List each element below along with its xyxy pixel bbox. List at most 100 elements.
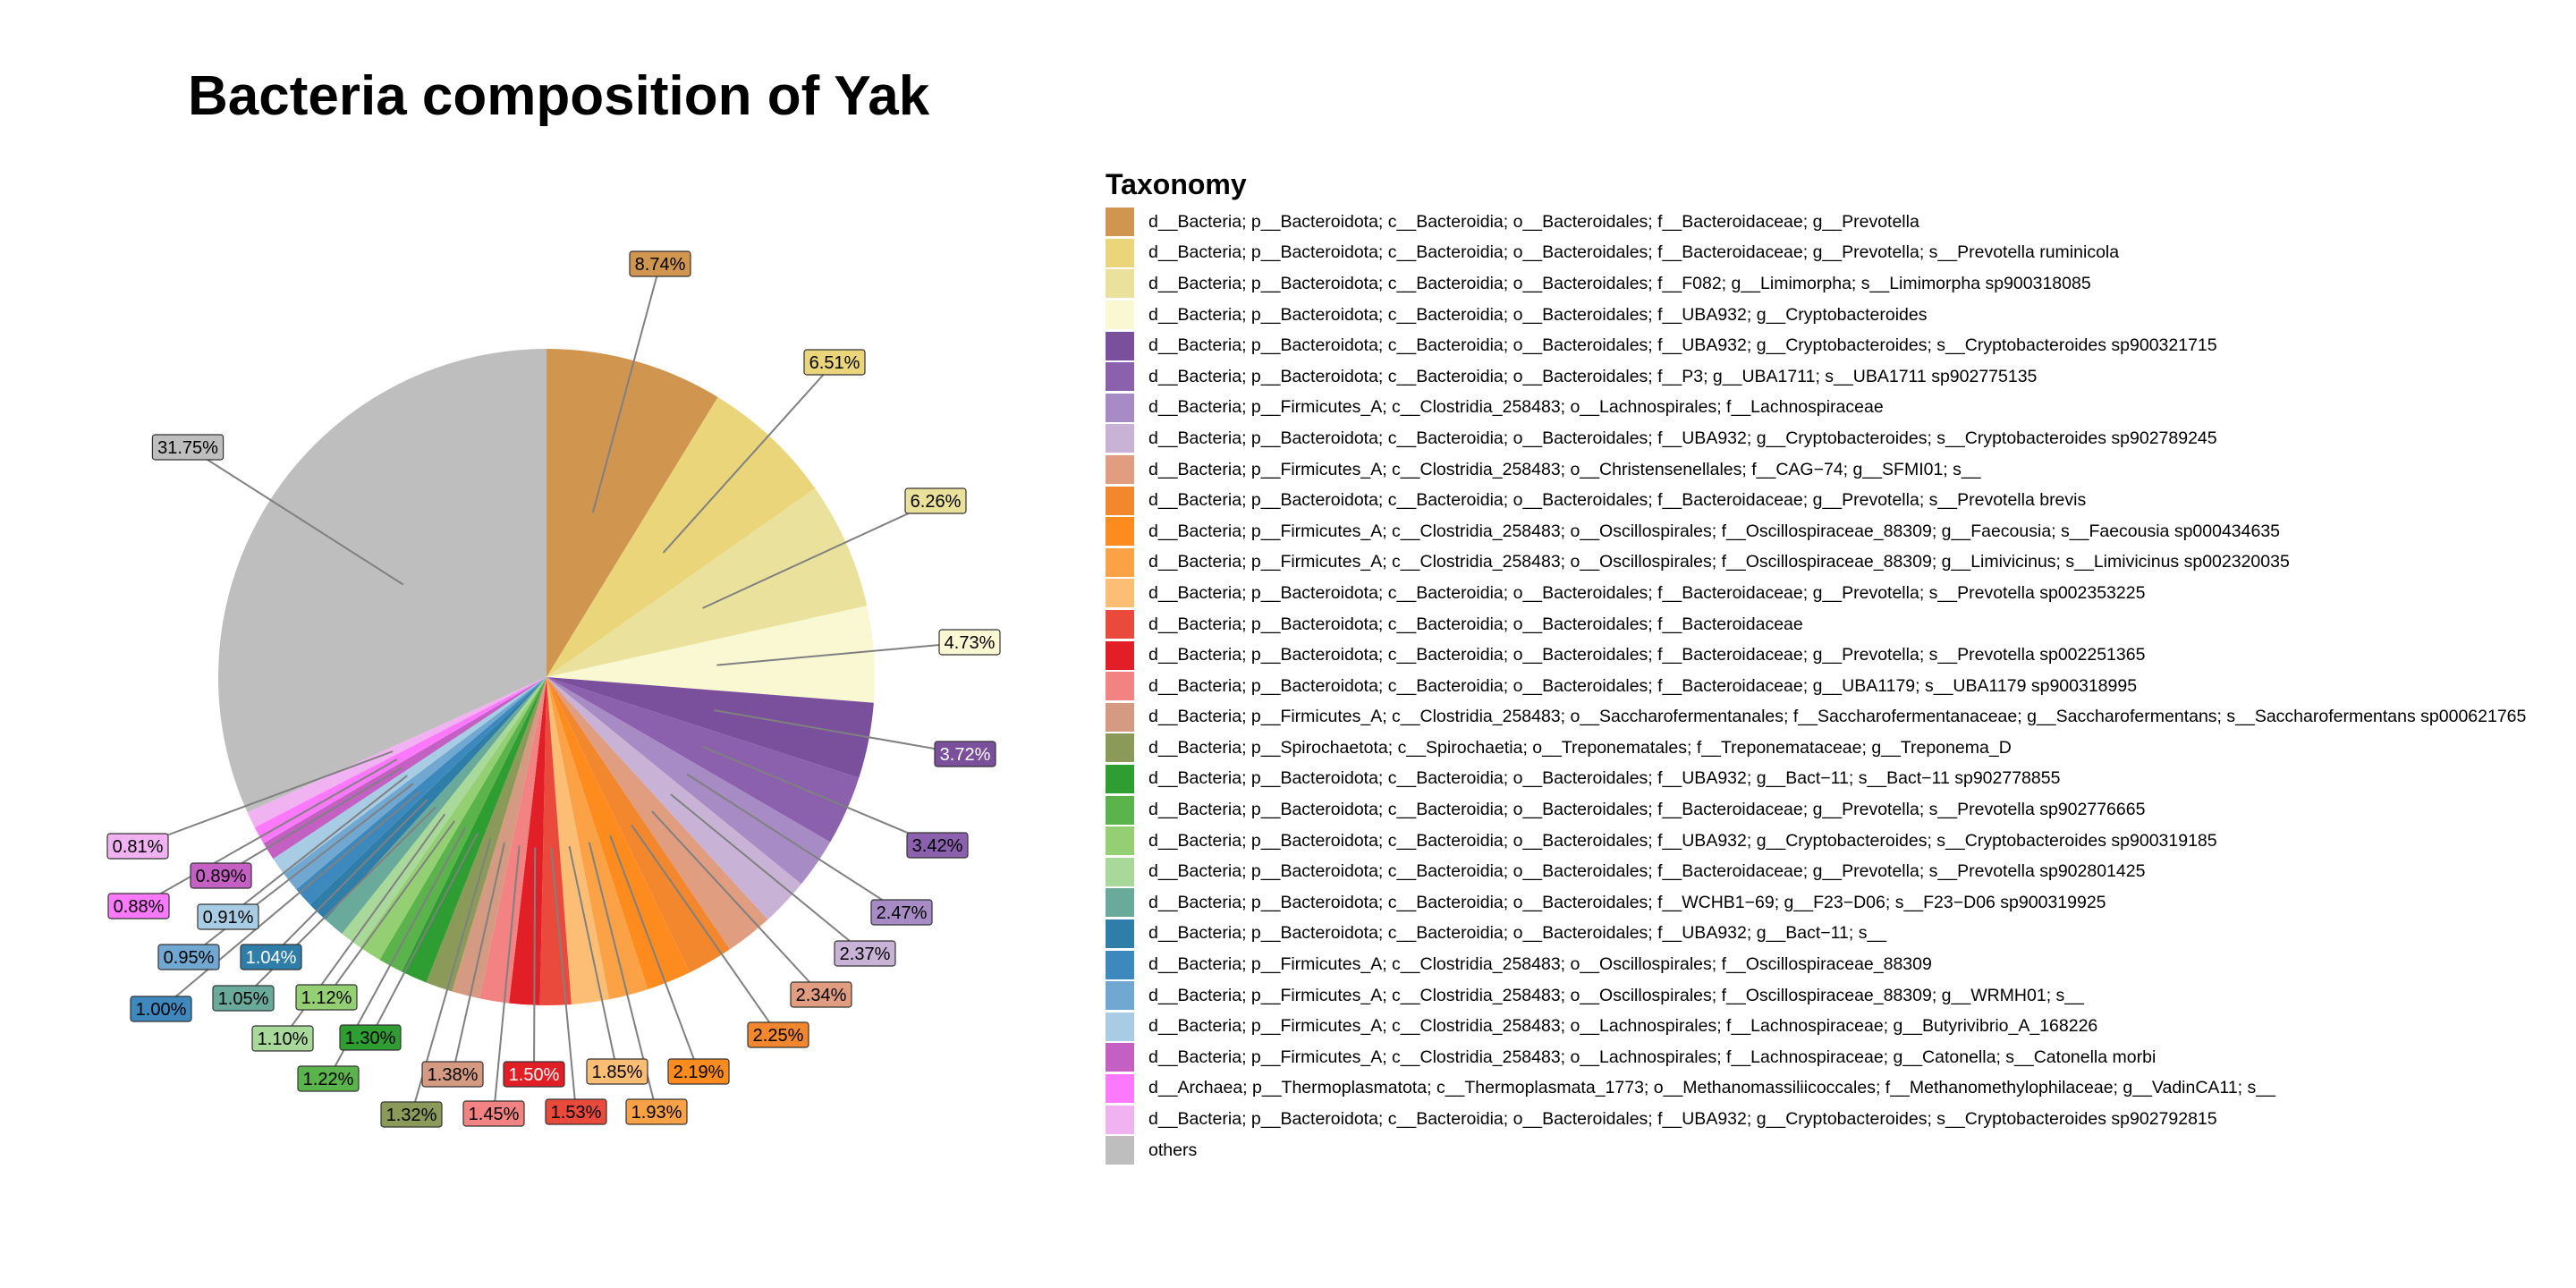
legend-item: d__Bacteria; p__Bacteroidota; c__Bactero…	[1106, 856, 2526, 887]
legend-item: d__Bacteria; p__Bacteroidota; c__Bactero…	[1106, 919, 2526, 950]
legend-label: d__Bacteria; p__Bacteroidota; c__Bactero…	[1148, 800, 2146, 820]
pie-slice	[360, 677, 547, 960]
slice-label: 1.50%	[503, 1061, 565, 1088]
legend-label: d__Bacteria; p__Firmicutes_A; c__Clostri…	[1148, 1016, 2098, 1037]
slice-label: 1.93%	[625, 1098, 688, 1125]
legend-swatch	[1106, 269, 1134, 299]
legend-label: d__Bacteria; p__Firmicutes_A; c__Clostri…	[1148, 521, 2281, 541]
leader-line	[701, 745, 938, 846]
pie-slice	[452, 677, 547, 999]
legend-label: d__Bacteria; p__Bacteroidota; c__Bactero…	[1148, 675, 2138, 696]
legend-label: d__Bacteria; p__Firmicutes_A; c__Clostri…	[1148, 397, 1884, 418]
legend-label: d__Bacteria; p__Bacteroidota; c__Bactero…	[1148, 582, 2146, 603]
slice-value-label: 0.95%	[164, 948, 215, 968]
legend-swatch	[1106, 517, 1134, 547]
legend-label: d__Archaea; p__Thermoplasmatota; c__Ther…	[1148, 1078, 2275, 1098]
pie-slice	[547, 677, 768, 950]
legend-item: d__Bacteria; p__Bacteroidota; c__Bactero…	[1106, 485, 2526, 516]
legend-swatch	[1106, 672, 1134, 701]
legend-item: d__Bacteria; p__Bacteroidota; c__Bactero…	[1106, 764, 2526, 795]
legend-label: d__Bacteria; p__Spirochaetota; c__Spiroc…	[1148, 737, 2012, 758]
legend-swatch	[1106, 208, 1134, 237]
leader-line	[591, 263, 661, 513]
leader-line	[670, 793, 866, 954]
slice-label: 6.26%	[904, 487, 967, 514]
leader-line	[568, 845, 618, 1072]
slice-label: 0.88%	[107, 893, 170, 919]
pie-slice	[479, 677, 547, 1004]
legend-swatch	[1106, 857, 1134, 886]
legend-swatch	[1106, 393, 1134, 422]
legend-label: d__Bacteria; p__Firmicutes_A; c__Clostri…	[1148, 1046, 2157, 1067]
slice-value-label: 1.45%	[469, 1105, 520, 1124]
leader-line	[220, 767, 402, 877]
slice-label: 0.95%	[157, 944, 220, 970]
legend-swatch	[1106, 1136, 1134, 1165]
slice-value-label: 8.74%	[635, 255, 686, 275]
pie-slice	[426, 677, 547, 992]
pie-slice	[547, 677, 648, 1000]
leader-line	[452, 842, 505, 1075]
pie-slice	[342, 677, 547, 948]
pie-slices	[218, 349, 876, 1006]
leader-line	[493, 845, 521, 1114]
slice-value-label: 1.04%	[246, 948, 297, 968]
slice-label: 1.45%	[462, 1100, 525, 1127]
legend-label: d__Bacteria; p__Bacteroidota; c__Bactero…	[1148, 830, 2217, 851]
legend-item: d__Bacteria; p__Firmicutes_A; c__Clostri…	[1106, 393, 2526, 424]
legend-label: others	[1148, 1140, 1198, 1160]
legend-swatch	[1106, 640, 1134, 670]
legend-label: d__Bacteria; p__Bacteroidota; c__Bactero…	[1148, 861, 2146, 882]
legend-swatch	[1106, 764, 1134, 793]
legend-swatch	[1106, 455, 1134, 485]
chart-title: Bacteria composition of Yak	[188, 65, 930, 127]
pie-chart: 8.74% 6.51% 6.26% 4.73% 3.72% 3.42% 2.47% 2.37%…	[106, 250, 1001, 1128]
legend-item: d__Bacteria; p__Bacteroidota; c__Bactero…	[1106, 887, 2526, 919]
legend-label: d__Bacteria; p__Bacteroidota; c__Bactero…	[1148, 490, 2087, 511]
pie-slice	[263, 677, 547, 860]
leader-line	[631, 824, 779, 1036]
slice-value-label: 6.51%	[809, 353, 860, 373]
pie-slice	[547, 677, 610, 1004]
leader-line	[533, 847, 537, 1075]
slice-value-label: 4.73%	[945, 633, 996, 653]
legend-swatch	[1106, 888, 1134, 918]
slice-value-label: 2.25%	[753, 1026, 804, 1046]
pie-slice	[325, 677, 547, 934]
legend-item: d__Bacteria; p__Bacteroidota; c__Bactero…	[1106, 609, 2526, 640]
pie-slice	[296, 677, 547, 905]
pie-slice	[547, 396, 816, 677]
slice-value-label: 2.34%	[796, 986, 847, 1005]
pie-slice	[547, 677, 691, 990]
legend-label: d__Bacteria; p__Bacteroidota; c__Bactero…	[1148, 428, 2217, 448]
legend-swatch	[1106, 1105, 1134, 1134]
legend-label: d__Bacteria; p__Bacteroidota; c__Bactero…	[1148, 273, 2091, 293]
slice-value-label: 1.05%	[218, 989, 269, 1009]
legend-label: d__Bacteria; p__Bacteroidota; c__Bactero…	[1148, 335, 2217, 356]
slice-value-label: 3.42%	[912, 836, 963, 856]
legend-item: d__Bacteria; p__Bacteroidota; c__Bactero…	[1106, 794, 2526, 826]
slice-value-label: 1.30%	[345, 1029, 396, 1048]
pie-slice	[547, 677, 874, 778]
legend-swatch	[1106, 795, 1134, 825]
leader-line	[369, 833, 479, 1038]
pie-slice	[273, 677, 547, 875]
legend-title: Taxonomy	[1106, 168, 1247, 200]
leader-line	[662, 361, 835, 554]
slice-label: 2.37%	[834, 940, 896, 967]
legend-item: d__Bacteria; p__Bacteroidota; c__Bactero…	[1106, 671, 2526, 702]
legend-swatch	[1106, 733, 1134, 763]
leader-line	[686, 773, 902, 913]
pie-slice	[547, 677, 801, 920]
legend-label: d__Bacteria; p__Firmicutes_A; c__Clostri…	[1148, 707, 2527, 727]
slice-label: 2.25%	[747, 1021, 809, 1048]
leader-line	[160, 791, 421, 1010]
slice-value-label: 1.93%	[631, 1103, 682, 1123]
legend-item: d__Bacteria; p__Bacteroidota; c__Bactero…	[1106, 361, 2526, 393]
legend-item: d__Bacteria; p__Bacteroidota; c__Bactero…	[1106, 268, 2526, 300]
legend-swatch	[1106, 547, 1134, 577]
slice-value-label: 6.26%	[911, 492, 962, 512]
legend-swatch	[1106, 826, 1134, 856]
slice-value-label: 1.53%	[551, 1103, 602, 1123]
slice-label: 6.51%	[803, 349, 866, 376]
